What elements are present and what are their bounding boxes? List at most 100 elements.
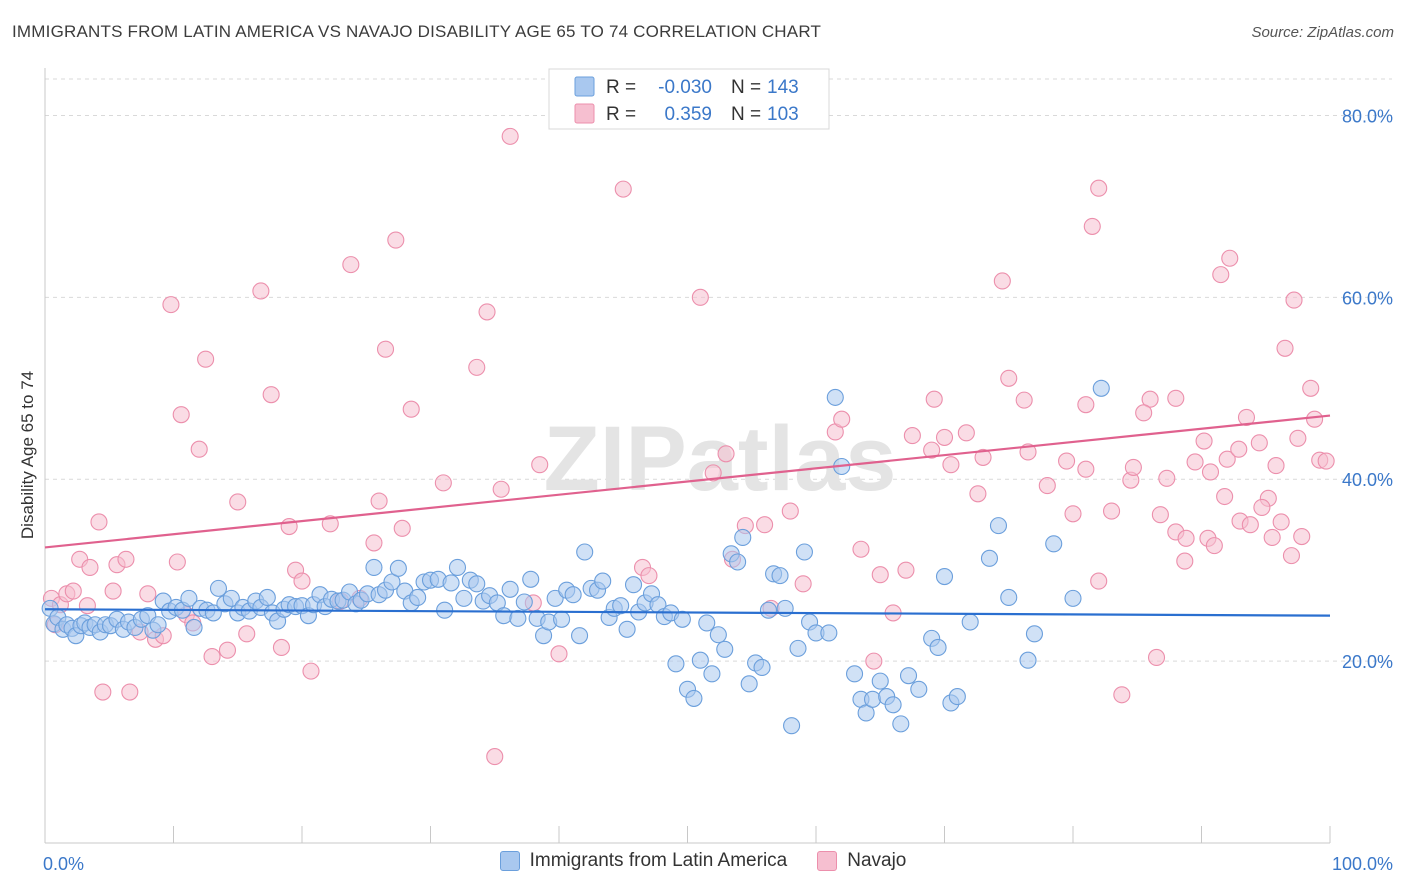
point-navajo bbox=[238, 625, 256, 643]
point-latin-america bbox=[820, 624, 838, 642]
point-navajo bbox=[486, 748, 504, 766]
point-navajo bbox=[1293, 527, 1311, 546]
source-label: Source: ZipAtlas.com bbox=[1251, 24, 1394, 41]
legend-label-navajo: Navajo bbox=[847, 850, 907, 871]
point-latin-america bbox=[204, 604, 222, 622]
point-latin-america bbox=[546, 589, 564, 607]
point-navajo bbox=[935, 428, 954, 446]
point-latin-america bbox=[673, 610, 691, 628]
point-latin-america bbox=[716, 640, 734, 658]
x-tick-label-max: 100.0% bbox=[1332, 854, 1393, 874]
point-latin-america bbox=[1025, 625, 1043, 643]
point-navajo bbox=[1237, 408, 1256, 426]
point-navajo bbox=[81, 558, 99, 576]
point-latin-america bbox=[667, 655, 685, 673]
point-navajo bbox=[302, 662, 320, 680]
legend-r-value: 0.359 bbox=[664, 104, 712, 125]
legend-swatch-pink bbox=[817, 851, 838, 871]
axes bbox=[44, 68, 1331, 844]
legend-r-label: R = bbox=[606, 104, 636, 125]
point-navajo bbox=[168, 553, 186, 571]
y-axis-label: Disability Age 65 to 74 bbox=[18, 371, 37, 539]
point-latin-america bbox=[961, 613, 979, 631]
trend-lines bbox=[44, 414, 1331, 617]
point-latin-america bbox=[409, 588, 427, 607]
point-navajo bbox=[1263, 528, 1281, 546]
legend-n-label: N = bbox=[731, 77, 761, 98]
point-navajo bbox=[1289, 429, 1307, 447]
trend-line-latin-america bbox=[44, 608, 1331, 617]
point-navajo bbox=[387, 231, 405, 249]
point-latin-america bbox=[455, 589, 473, 607]
point-navajo bbox=[501, 127, 519, 145]
point-navajo bbox=[852, 540, 870, 558]
legend-frame bbox=[548, 68, 830, 130]
point-latin-america bbox=[910, 680, 928, 698]
point-navajo bbox=[229, 493, 247, 511]
y-tick-label: 60.0% bbox=[1342, 288, 1393, 308]
point-navajo bbox=[393, 519, 411, 537]
point-navajo bbox=[1201, 463, 1220, 481]
point-latin-america bbox=[753, 658, 771, 677]
point-navajo bbox=[203, 648, 221, 666]
point-navajo bbox=[1230, 440, 1248, 458]
point-navajo bbox=[550, 645, 568, 663]
point-latin-america bbox=[884, 696, 902, 714]
point-latin-america bbox=[871, 672, 889, 690]
point-navajo bbox=[1253, 498, 1271, 516]
point-navajo bbox=[252, 282, 270, 300]
legend-label-latin-america: Immigrants from Latin America bbox=[529, 850, 788, 871]
point-navajo bbox=[1141, 390, 1159, 408]
point-navajo bbox=[640, 567, 658, 585]
point-navajo bbox=[1272, 513, 1290, 531]
legend-n-label: N = bbox=[731, 104, 761, 125]
bottom-legend: Immigrants from Latin America Navajo bbox=[0, 850, 1406, 872]
point-navajo bbox=[1151, 506, 1169, 524]
point-latin-america bbox=[389, 559, 407, 577]
point-latin-america bbox=[185, 618, 203, 637]
point-latin-america bbox=[576, 543, 594, 561]
point-latin-america bbox=[980, 549, 999, 567]
point-latin-america bbox=[442, 574, 460, 592]
point-latin-america bbox=[899, 667, 918, 685]
point-navajo bbox=[1250, 434, 1268, 452]
point-navajo bbox=[365, 534, 383, 552]
point-navajo bbox=[794, 575, 812, 593]
point-latin-america bbox=[594, 572, 612, 590]
legend-swatch bbox=[574, 103, 595, 124]
point-navajo bbox=[1267, 457, 1285, 475]
point-latin-america bbox=[709, 626, 727, 644]
point-latin-america bbox=[624, 576, 643, 594]
point-navajo bbox=[197, 350, 215, 368]
point-latin-america bbox=[795, 543, 813, 561]
point-latin-america bbox=[826, 388, 844, 406]
point-latin-america bbox=[448, 558, 467, 576]
point-navajo bbox=[871, 566, 889, 584]
point-latin-america bbox=[783, 717, 801, 735]
y-tick-label: 20.0% bbox=[1342, 652, 1393, 672]
point-navajo bbox=[1158, 469, 1176, 487]
point-latin-america bbox=[685, 689, 703, 707]
point-navajo bbox=[121, 683, 139, 701]
point-navajo bbox=[903, 427, 921, 445]
point-navajo bbox=[974, 448, 992, 466]
point-navajo bbox=[704, 464, 722, 482]
point-navajo bbox=[969, 485, 987, 503]
legend-item-latin-america[interactable]: Immigrants from Latin America bbox=[499, 850, 788, 872]
point-navajo bbox=[1195, 432, 1213, 450]
point-navajo bbox=[781, 502, 799, 520]
point-navajo bbox=[172, 406, 190, 424]
point-navajo bbox=[1015, 391, 1033, 409]
point-navajo bbox=[434, 474, 452, 492]
point-navajo bbox=[531, 456, 549, 474]
point-latin-america bbox=[1000, 588, 1018, 607]
point-navajo bbox=[117, 550, 135, 568]
point-navajo bbox=[1077, 396, 1095, 414]
point-navajo bbox=[1113, 686, 1131, 704]
legend-box: R = -0.030 N = 143 R = 0.359 N = 103 bbox=[548, 68, 830, 130]
legend-item-navajo[interactable]: Navajo bbox=[817, 850, 906, 872]
point-navajo bbox=[1090, 179, 1108, 197]
legend-r-value: -0.030 bbox=[658, 77, 712, 98]
point-navajo bbox=[104, 582, 122, 600]
